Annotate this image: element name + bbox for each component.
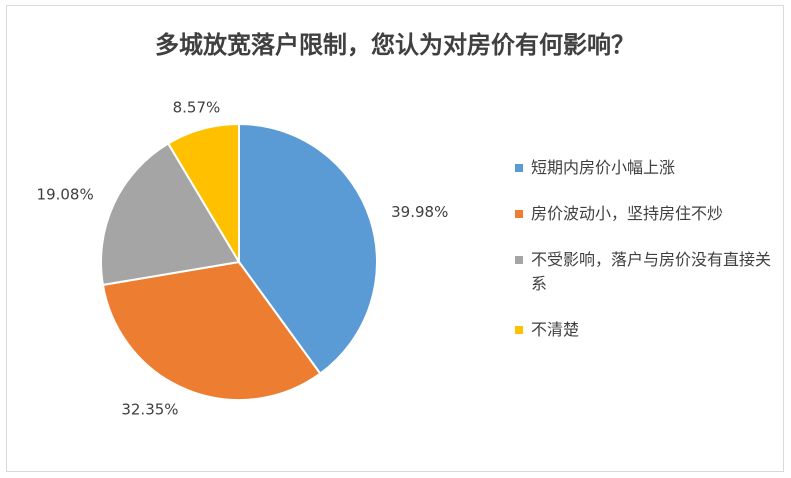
legend-swatch [515,256,523,264]
legend-swatch [515,164,523,172]
legend-label: 短期内房价小幅上涨 [531,158,676,177]
legend-item: 短期内房价小幅上涨 [515,156,775,180]
legend-label: 不清楚 [531,320,580,339]
pie-slice [100,142,241,287]
pie-slice [166,122,240,266]
pie-slice [101,260,322,401]
chart-title: 多城放宽落户限制，您认为对房价有何影响？ [155,31,635,59]
data-label: 8.57% [173,98,221,116]
legend-label: 不受影响，落户与房价没有直接关系 [531,250,772,293]
data-label: 32.35% [121,401,178,419]
data-label: 19.08% [37,185,94,203]
legend-item: 不受影响，落户与房价没有直接关系 [515,248,775,296]
legend-swatch [515,326,523,334]
legend-swatch [515,210,523,218]
pie-slice [238,122,378,375]
legend-label: 房价波动小，坚持房住不炒 [531,204,724,223]
legend-item: 房价波动小，坚持房住不炒 [515,202,775,226]
legend-item: 不清楚 [515,318,775,342]
data-label: 39.98% [391,203,448,221]
legend: 短期内房价小幅上涨房价波动小，坚持房住不炒不受影响，落户与房价没有直接关系不清楚 [515,156,775,364]
